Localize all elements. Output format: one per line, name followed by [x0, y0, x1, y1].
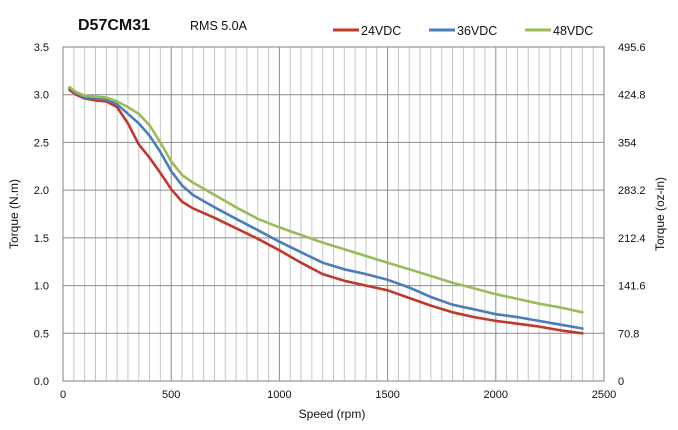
x-axis-label: Speed (rpm): [299, 407, 366, 421]
legend-label-24vdc: 24VDC: [361, 24, 401, 38]
y2-tick-label: 424.8: [618, 90, 646, 102]
x-tick-label: 2500: [592, 389, 616, 401]
y2-tick-label: 495.6: [618, 42, 646, 54]
tick-layer: 0 500 1000 1500 2000 2500 0.0 0.5 1.0 1.5 2.0 2.5 3.…: [34, 42, 646, 401]
series-line-48vdc: [68, 85, 584, 314]
chart-subtitle: RMS 5.0A: [190, 19, 248, 33]
legend: 24VDC 36VDC 48VDC: [333, 24, 593, 38]
series-layer: [68, 85, 584, 335]
series-line-24vdc: [68, 88, 584, 335]
x-tick-label: 1000: [267, 389, 291, 401]
y-tick-label: 1.0: [34, 281, 49, 293]
y2-tick-label: 0: [618, 376, 624, 388]
y-tick-label: 3.0: [34, 90, 49, 102]
y2-tick-label: 212.4: [618, 233, 646, 245]
y-axis-label: Torque (N.m): [7, 179, 21, 249]
y-tick-label: 1.5: [34, 233, 49, 245]
x-tick-label: 0: [60, 389, 66, 401]
chart-title: D57CM31: [78, 17, 150, 34]
y-tick-label: 2.5: [34, 137, 49, 149]
series-line-36vdc: [68, 86, 584, 330]
x-tick-label: 2000: [484, 389, 508, 401]
x-tick-label: 500: [162, 389, 180, 401]
y-tick-label: 2.0: [34, 185, 49, 197]
y2-tick-label: 283.2: [618, 185, 646, 197]
grid-layer: [63, 47, 604, 381]
x-tick-label: 1500: [375, 389, 399, 401]
y2-axis-label: Torque (oz-in): [653, 177, 667, 251]
plot-frame: [62, 46, 605, 382]
y2-tick-label: 70.8: [618, 328, 639, 340]
y-tick-label: 3.5: [34, 42, 49, 54]
legend-label-36vdc: 36VDC: [457, 24, 497, 38]
legend-label-48vdc: 48VDC: [553, 24, 593, 38]
y-tick-label: 0.5: [34, 328, 49, 340]
y2-tick-label: 141.6: [618, 281, 646, 293]
y-tick-label: 0.0: [34, 376, 49, 388]
y2-tick-label: 354: [618, 137, 636, 149]
